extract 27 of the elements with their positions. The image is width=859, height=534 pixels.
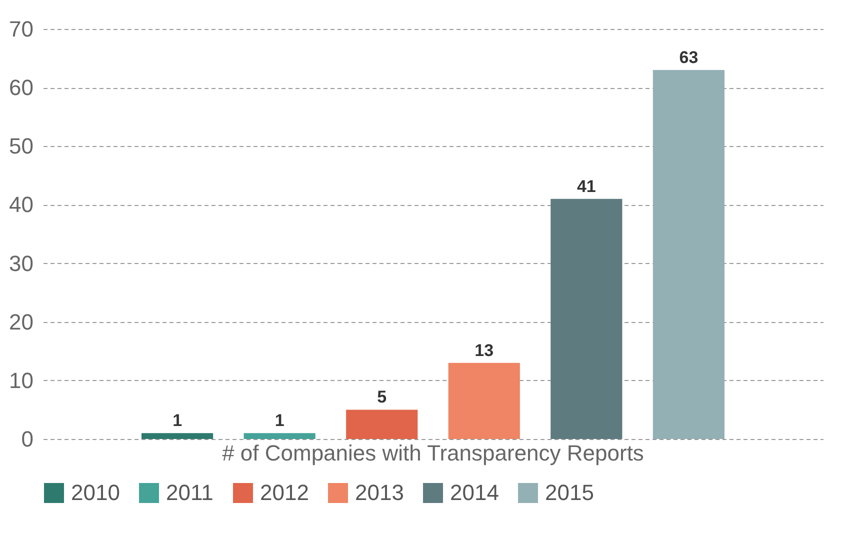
y-tick-label: 50: [9, 134, 34, 159]
y-tick-label: 40: [9, 192, 34, 218]
y-tick-label: 10: [9, 368, 34, 393]
bar: [448, 362, 520, 439]
bar: [550, 198, 622, 439]
bar: [244, 433, 316, 439]
bar: [652, 70, 724, 439]
legend-label: 2013: [355, 480, 404, 505]
bar: [142, 433, 214, 439]
legend-label: 2011: [166, 480, 214, 505]
y-tick-label: 0: [21, 426, 34, 452]
y-tick-label: 60: [9, 75, 34, 100]
data-label: 13: [474, 340, 494, 360]
data-label: 63: [679, 48, 698, 67]
data-label: 41: [576, 176, 596, 196]
y-tick-label: 30: [9, 250, 34, 276]
legend-label: 2015: [545, 480, 594, 505]
y-tick-label: 20: [9, 309, 34, 334]
legend-label: 2012: [260, 480, 309, 505]
x-tick-label: # of Companies with Transparency Reports: [222, 440, 644, 466]
data-label: 1: [172, 411, 182, 430]
data-label: 1: [274, 411, 284, 430]
data-label: 5: [377, 388, 387, 407]
legend-label: 2010: [71, 480, 120, 505]
y-tick-label: 70: [9, 16, 34, 42]
legend-label: 2014: [450, 480, 499, 505]
bar: [346, 410, 418, 439]
